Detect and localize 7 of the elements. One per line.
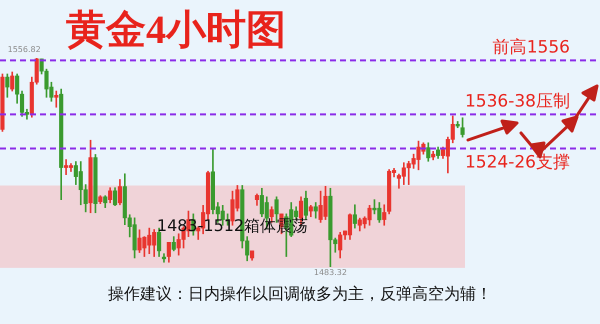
annotation: 1483.32 bbox=[314, 268, 347, 278]
ref-line-label: 前高1556 bbox=[492, 37, 570, 58]
ref-line-label: 1536-38压制 bbox=[464, 91, 570, 112]
annotation: 1556.82 bbox=[8, 45, 41, 54]
text: 操作建议：日内操作以回调做多为主，反弹高空为辅！ bbox=[107, 284, 493, 305]
chart-title: 黄金4小时图 bbox=[66, 6, 286, 54]
ref-line-label: 1524-26支撑 bbox=[464, 152, 570, 172]
